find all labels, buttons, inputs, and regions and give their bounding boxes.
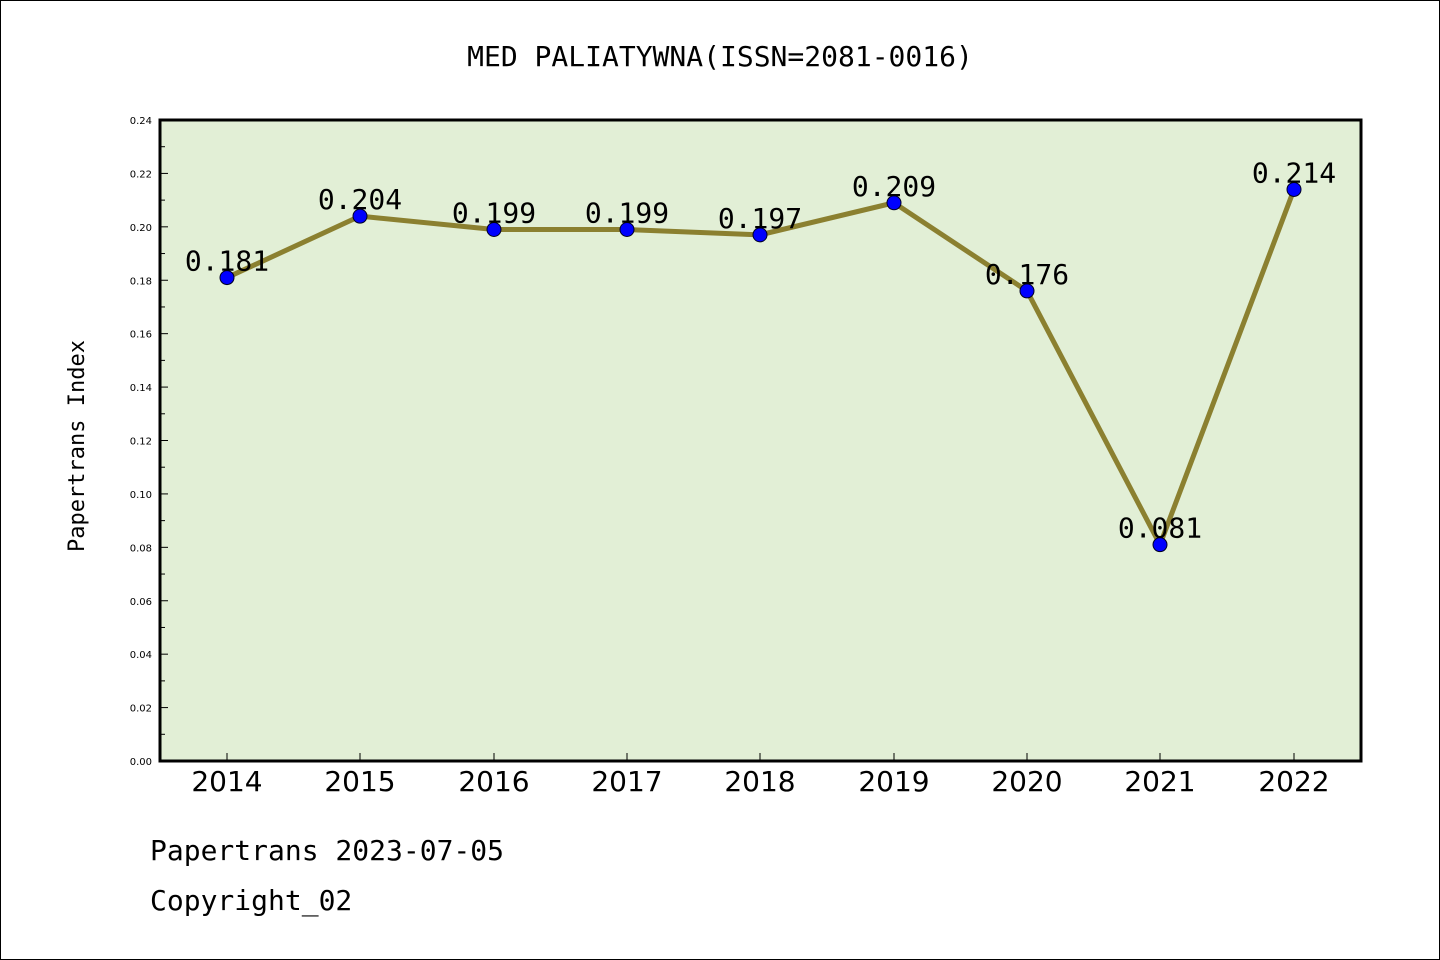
data-point [752, 227, 768, 243]
x-tick-label: 2015 [324, 765, 395, 798]
y-tick-label: 0.24 [130, 116, 152, 127]
data-label: 0.081 [1118, 512, 1202, 545]
y-tick-label: 0.00 [130, 757, 152, 768]
y-tick-label: 0.16 [130, 330, 152, 341]
y-tick-label: 0.12 [130, 437, 152, 448]
y-tick-label: 0.22 [130, 169, 152, 180]
y-tick-label: 0.18 [130, 276, 152, 287]
x-tick-label: 2014 [191, 765, 262, 798]
y-tick-label: 0.02 [130, 704, 152, 715]
y-tick-label: 0.20 [130, 223, 152, 234]
data-label: 0.181 [185, 245, 269, 278]
footer-date: Papertrans 2023-07-05 [150, 834, 505, 867]
x-tick-label: 2018 [724, 765, 795, 798]
x-tick-label: 2016 [458, 765, 529, 798]
footer-copyright: Copyright_02 [150, 884, 353, 917]
data-point [886, 195, 902, 211]
data-point [1019, 283, 1035, 299]
x-tick-label: 2019 [858, 765, 929, 798]
data-label: 0.176 [985, 258, 1069, 291]
data-point [1152, 537, 1168, 553]
y-axis-label: Papertrans Index [65, 340, 90, 552]
x-tick-label: 2022 [1258, 765, 1329, 798]
data-point [1286, 181, 1302, 197]
plot-area [160, 120, 1361, 761]
data-label: 0.199 [585, 197, 669, 230]
plot-border [158, 118, 1363, 763]
x-tick-label: 2017 [591, 765, 662, 798]
y-tick-label: 0.08 [130, 543, 152, 554]
y-tick-label: 0.10 [130, 490, 152, 501]
data-label: 0.204 [318, 183, 402, 216]
chart-title: MED PALIATYWNA(ISSN=2081-0016) [467, 40, 973, 73]
data-label: 0.214 [1252, 156, 1336, 189]
data-point [352, 208, 368, 224]
x-tick-label: 2020 [991, 765, 1062, 798]
data-label: 0.199 [452, 197, 536, 230]
y-tick-label: 0.14 [130, 383, 152, 394]
data-points [219, 181, 1302, 553]
data-label: 0.209 [852, 170, 936, 203]
data-label: 0.197 [718, 202, 802, 235]
data-labels: 0.181 0.204 0.199 0.199 0.197 0.209 0.176 0.081… [185, 156, 1336, 544]
data-point [619, 222, 635, 238]
data-point [486, 222, 502, 238]
y-tick-label: 0.06 [130, 597, 152, 608]
y-tick-label: 0.04 [130, 650, 152, 661]
x-tick-label: 2021 [1124, 765, 1195, 798]
x-axis: 2014 2015 2016 2017 2018 2019 2020 2021 2022 [191, 753, 1330, 798]
data-point [219, 270, 235, 286]
